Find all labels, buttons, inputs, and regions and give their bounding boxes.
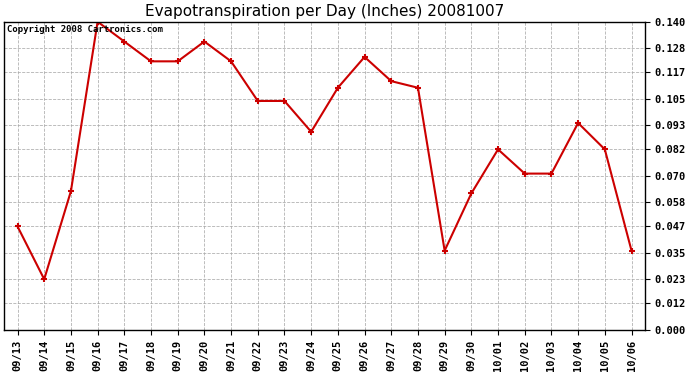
Text: Copyright 2008 Cartronics.com: Copyright 2008 Cartronics.com — [8, 25, 164, 34]
Title: Evapotranspiration per Day (Inches) 20081007: Evapotranspiration per Day (Inches) 2008… — [145, 4, 504, 19]
